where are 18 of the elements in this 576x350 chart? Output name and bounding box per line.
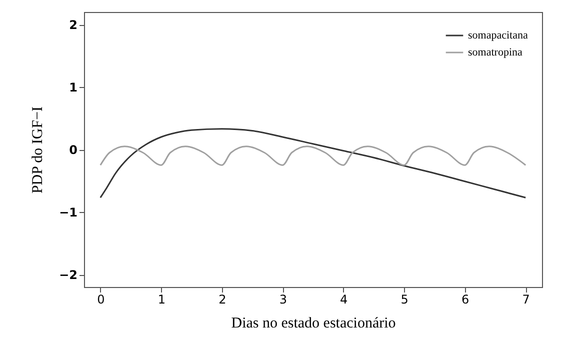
y-tick-label: −1 bbox=[59, 206, 78, 220]
y-tick-label: 0 bbox=[69, 143, 78, 157]
x-tick-label: 0 bbox=[97, 292, 105, 306]
y-tick-label: 1 bbox=[69, 80, 78, 94]
y-tick-label: −2 bbox=[59, 268, 78, 282]
x-tick-label: 7 bbox=[522, 292, 530, 306]
line-series bbox=[100, 128, 526, 198]
x-tick-label: 2 bbox=[218, 292, 226, 306]
y-axis-title: PDP do IGF−I bbox=[30, 106, 46, 194]
y-tick-label: 2 bbox=[69, 18, 78, 32]
x-tick-label: 3 bbox=[279, 292, 287, 306]
legend-label: somatropina bbox=[468, 46, 522, 58]
x-tick-label: 5 bbox=[400, 292, 408, 306]
x-tick-label: 4 bbox=[340, 292, 348, 306]
x-tick-label: 1 bbox=[158, 292, 166, 306]
x-axis-title: Dias no estado estacionário bbox=[231, 316, 396, 332]
x-tick-label: 6 bbox=[462, 292, 470, 306]
legend-label: somapacitana bbox=[468, 30, 528, 42]
